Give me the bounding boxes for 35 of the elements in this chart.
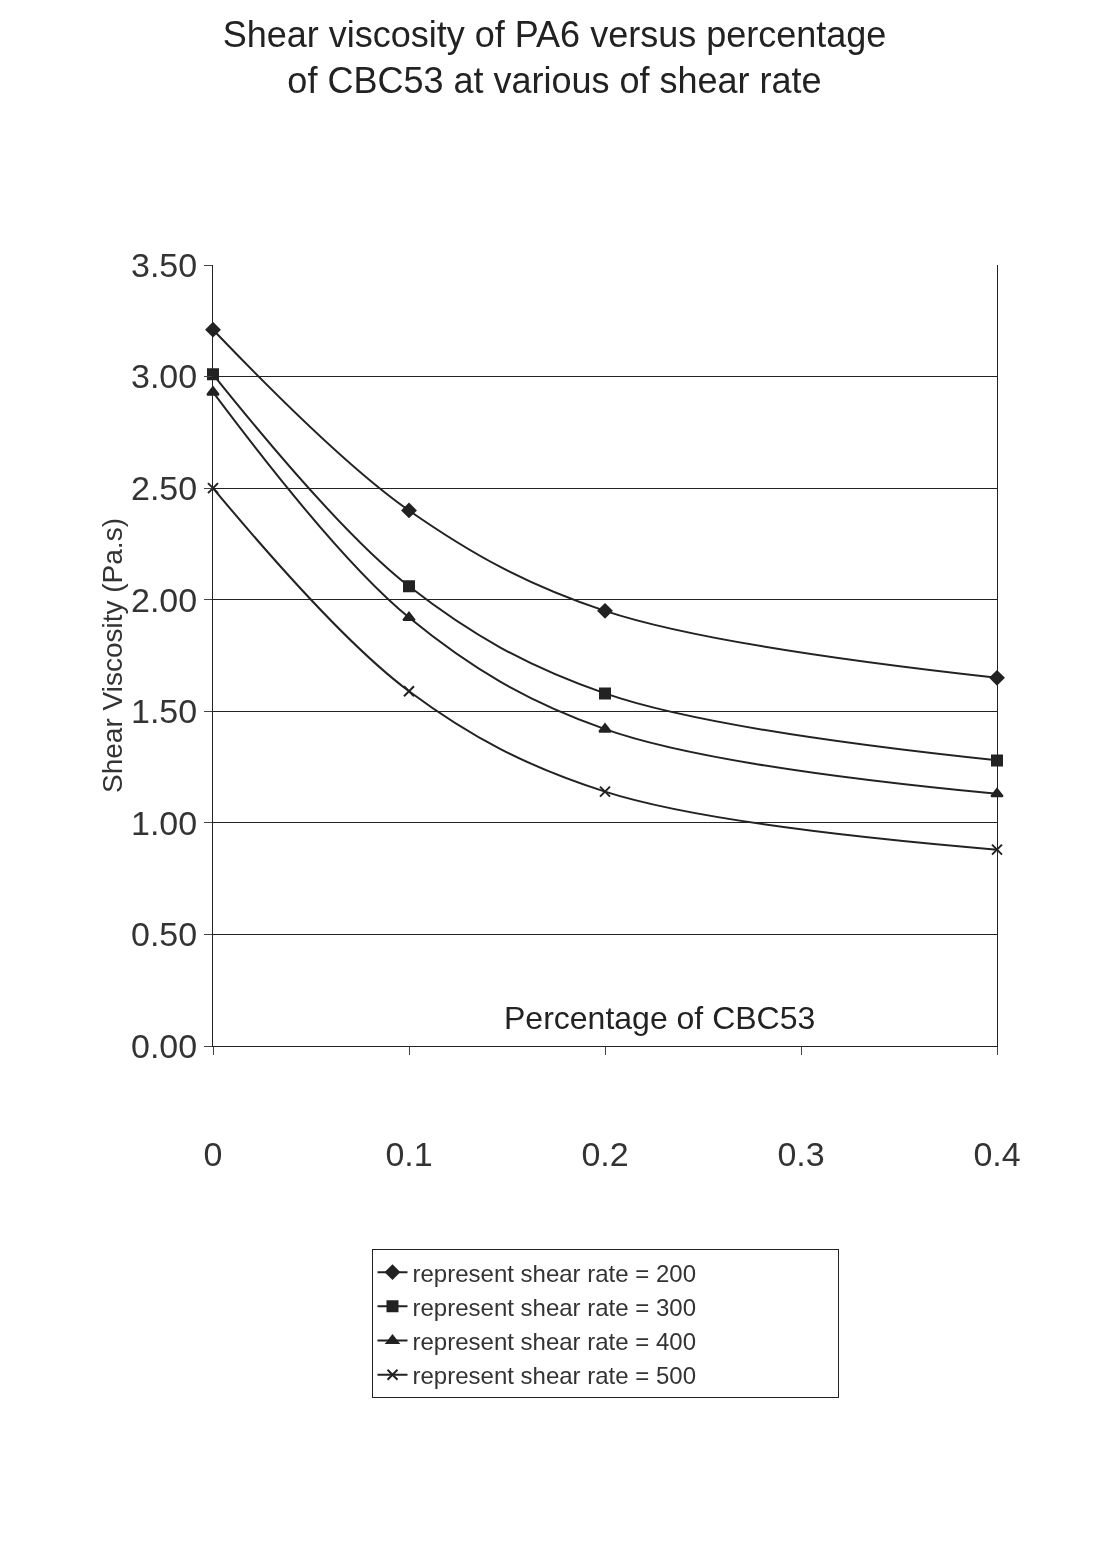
point <box>206 386 220 396</box>
x-tick-label: 0.4 <box>973 1134 1021 1173</box>
point <box>599 785 611 798</box>
point <box>991 843 1003 856</box>
y-tick-label: 1.00 <box>131 803 198 842</box>
x-axis-title: Percentage of CBC53 <box>504 1000 816 1036</box>
y-tick-label: 0.00 <box>131 1026 198 1065</box>
point <box>403 580 415 593</box>
chart-title: Shear viscosity of PA6 versus percentage of CBC53 at various of shear rate <box>222 13 887 102</box>
y-tick-label: 2.50 <box>131 469 198 508</box>
point <box>598 723 612 733</box>
y-tick-label: 1.50 <box>131 692 198 731</box>
y-tick-label: 0.50 <box>131 915 198 954</box>
point <box>991 754 1003 767</box>
legend-label: represent shear rate = 400 <box>412 1327 697 1355</box>
y-tick-label: 3.50 <box>131 245 198 284</box>
point <box>401 502 417 518</box>
point <box>402 611 416 622</box>
x-tick-label: 0.2 <box>581 1134 629 1173</box>
x-tick-label: 0.1 <box>385 1134 433 1173</box>
point <box>989 670 1005 686</box>
point <box>207 368 219 381</box>
point <box>597 603 613 619</box>
y-axis-title: Shear Viscosity (Pa.s) <box>96 518 128 793</box>
x-tick-label: 0 <box>203 1134 223 1173</box>
legend-label: represent shear rate = 200 <box>412 1259 697 1287</box>
legend-label: represent shear rate = 500 <box>412 1362 697 1390</box>
point <box>599 687 611 700</box>
point <box>205 322 221 338</box>
x-tick-label: 0.3 <box>777 1134 825 1173</box>
point <box>403 685 415 698</box>
point <box>207 482 219 495</box>
legend-label: represent shear rate = 300 <box>412 1293 697 1321</box>
y-tick-label: 3.00 <box>131 357 198 396</box>
y-tick-label: 2.00 <box>131 580 198 619</box>
